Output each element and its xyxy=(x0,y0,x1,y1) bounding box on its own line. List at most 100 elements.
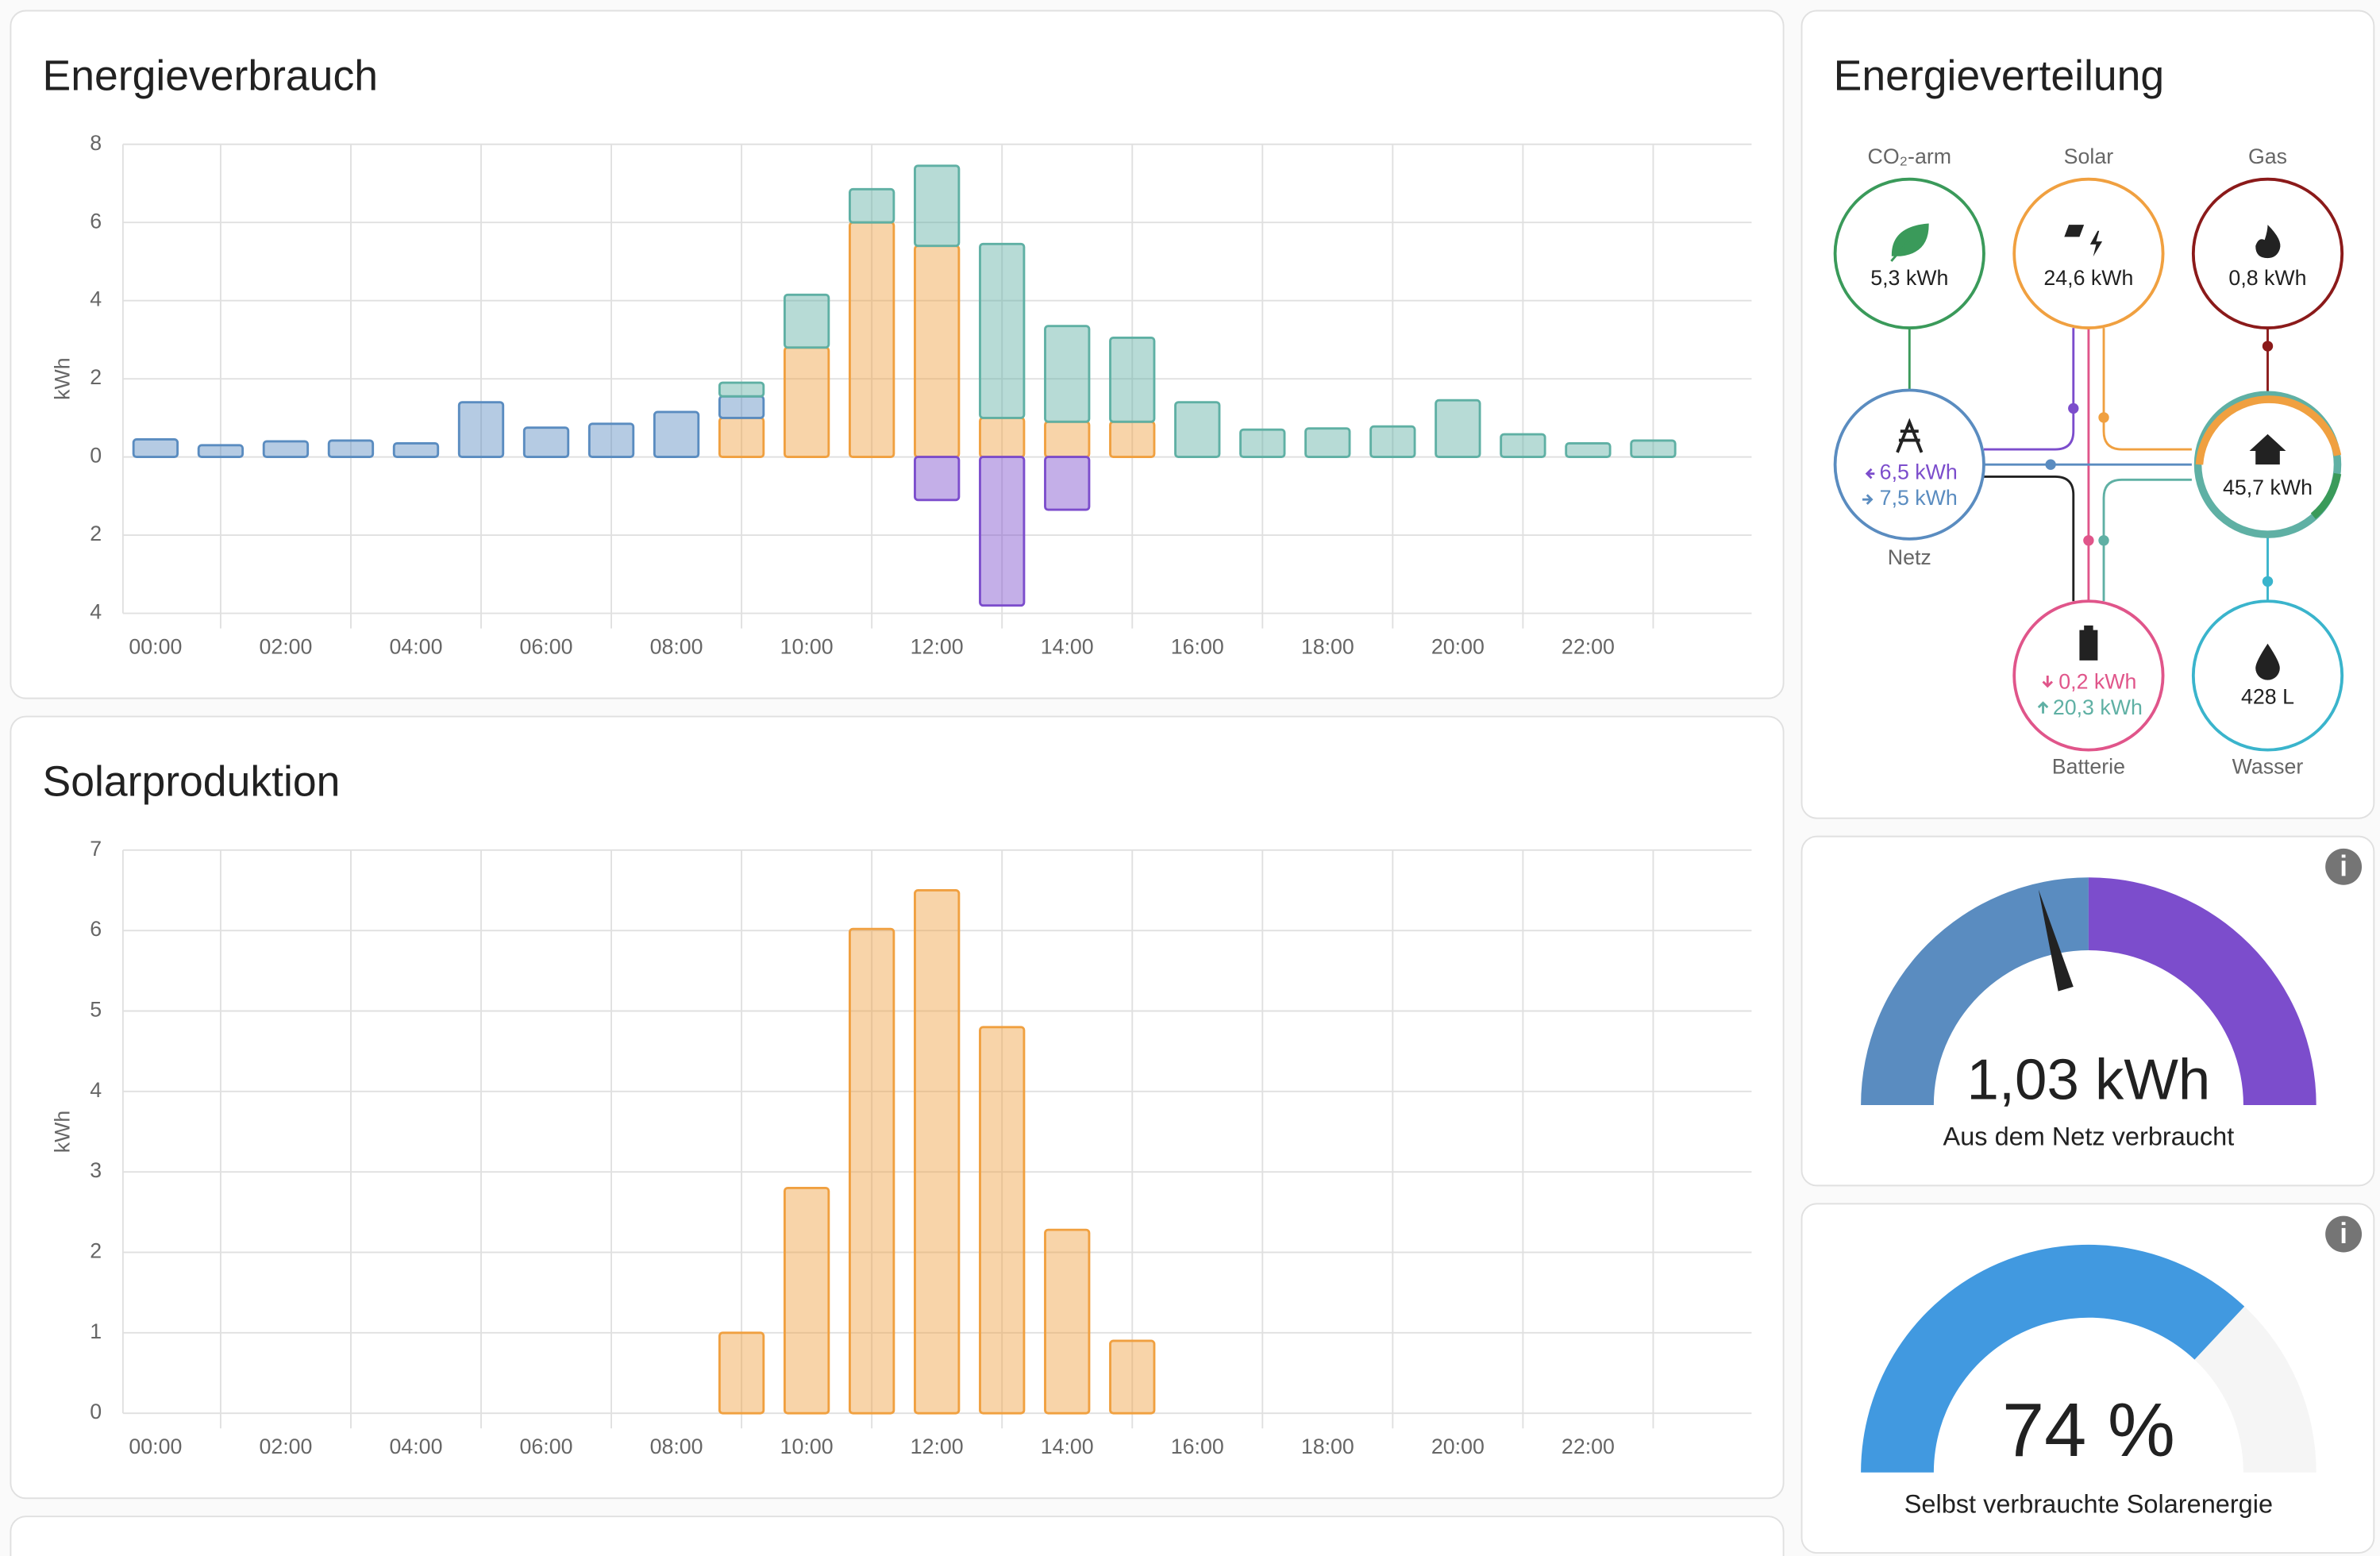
node-ring xyxy=(2310,472,2342,519)
arrow-icon xyxy=(2037,701,2049,714)
y-tick-label: 2 xyxy=(90,1239,102,1263)
arrow-icon xyxy=(2042,675,2054,688)
x-tick-label: 08:00 xyxy=(650,635,703,659)
y-tick-label: 3 xyxy=(90,1158,102,1182)
gauge-arc xyxy=(1861,1244,2245,1473)
bar xyxy=(653,410,700,459)
bar xyxy=(718,381,765,398)
node-ring xyxy=(2195,395,2342,465)
y-tick-label: 1 xyxy=(90,1319,102,1343)
leaf-icon xyxy=(1890,223,1929,262)
bar xyxy=(1044,420,1091,459)
bar xyxy=(457,401,505,459)
bar xyxy=(262,440,310,459)
card-title: Energieverteilung xyxy=(1834,53,2165,100)
dot xyxy=(2262,576,2274,587)
bar xyxy=(1109,420,1156,459)
bar xyxy=(914,245,961,459)
card-title: Solarproduktion xyxy=(43,759,341,806)
node-label: Netz xyxy=(1888,545,1931,569)
home-icon xyxy=(2249,433,2286,465)
node-label: CO₂-arm xyxy=(1868,144,1952,168)
arrow-icon xyxy=(1865,468,1875,480)
bar xyxy=(848,927,895,1415)
flow xyxy=(1983,328,2075,451)
dot xyxy=(2262,341,2274,352)
x-tick-label: 06:00 xyxy=(520,635,573,659)
y-tick-label: 7 xyxy=(90,837,102,861)
bar xyxy=(1109,337,1156,423)
x-tick-label: 12:00 xyxy=(911,635,964,659)
flow xyxy=(2102,328,2192,451)
x-tick-label: 00:00 xyxy=(129,635,182,659)
bar xyxy=(1565,441,1612,459)
bar xyxy=(783,293,830,349)
card xyxy=(10,715,1785,1500)
arrow-icon xyxy=(1862,494,1874,505)
x-tick-label: 10:00 xyxy=(780,1435,834,1458)
x-tick-label: 02:00 xyxy=(259,635,312,659)
dot xyxy=(2045,459,2056,470)
x-tick-label: 16:00 xyxy=(1171,1435,1224,1458)
bar xyxy=(1044,456,1091,511)
node-circle xyxy=(2012,599,2165,752)
x-tick-label: 16:00 xyxy=(1171,635,1224,659)
bar xyxy=(979,456,1026,607)
node-circle xyxy=(1833,388,1985,541)
node-value: 7,5 kWh xyxy=(1880,486,1958,510)
x-tick-label: 08:00 xyxy=(650,1435,703,1458)
gauge-arc xyxy=(1861,877,2089,1106)
bar xyxy=(718,1331,765,1415)
y-tick-label: 6 xyxy=(90,917,102,941)
y-tick-label: 8 xyxy=(90,131,102,155)
y-tick-label: 0 xyxy=(90,1400,102,1423)
tower-icon xyxy=(1896,418,1924,453)
bar xyxy=(914,889,961,1415)
node-value: 0,2 kWh xyxy=(2058,670,2136,694)
node-label: Wasser xyxy=(2232,755,2304,779)
bar xyxy=(1239,428,1286,459)
card xyxy=(10,1516,1785,1556)
y-tick-label: 2 xyxy=(90,365,102,389)
battery-icon xyxy=(2079,625,2098,661)
x-tick-label: 04:00 xyxy=(390,1435,443,1458)
bar xyxy=(132,438,179,459)
flows xyxy=(1908,328,2274,602)
bar xyxy=(197,444,245,459)
gauge-name: Aus dem Netz verbraucht xyxy=(1943,1123,2235,1151)
node-value: 6,5 kWh xyxy=(1880,460,1958,484)
bar xyxy=(1630,439,1677,459)
node-circle xyxy=(2012,177,2165,330)
bar xyxy=(848,187,895,224)
x-tick-label: 04:00 xyxy=(390,635,443,659)
dot xyxy=(2098,535,2109,546)
y-tick-label: 4 xyxy=(90,287,102,311)
node-value: 20,3 kWh xyxy=(2053,695,2143,719)
node-value: 5,3 kWh xyxy=(1870,266,1948,290)
flow xyxy=(2102,478,2192,602)
node-label: Solar xyxy=(2064,144,2114,168)
bar xyxy=(1174,401,1221,459)
bar xyxy=(718,395,765,419)
x-tick-label: 06:00 xyxy=(520,1435,573,1458)
node-value: 24,6 kWh xyxy=(2043,266,2133,290)
solar-icon xyxy=(2064,225,2103,257)
water-icon xyxy=(2255,643,2280,680)
bar xyxy=(1435,399,1481,459)
x-tick-label: 00:00 xyxy=(129,1435,182,1458)
x-tick-label: 10:00 xyxy=(780,635,834,659)
bar xyxy=(1044,325,1091,423)
x-tick-label: 14:00 xyxy=(1041,635,1094,659)
gauge-value: 74 % xyxy=(2002,1388,2175,1473)
flow-dots xyxy=(2045,341,2274,587)
y-tick-label: 4 xyxy=(90,1078,102,1102)
gauge-arc xyxy=(2088,877,2316,1106)
bar xyxy=(392,441,440,459)
x-tick-label: 22:00 xyxy=(1562,635,1615,659)
y-tick-label: 4 xyxy=(90,600,102,624)
x-tick-label: 20:00 xyxy=(1431,1435,1485,1458)
bar xyxy=(848,221,895,459)
bar xyxy=(522,426,570,459)
bar xyxy=(979,1026,1026,1415)
flow xyxy=(1983,476,2075,602)
